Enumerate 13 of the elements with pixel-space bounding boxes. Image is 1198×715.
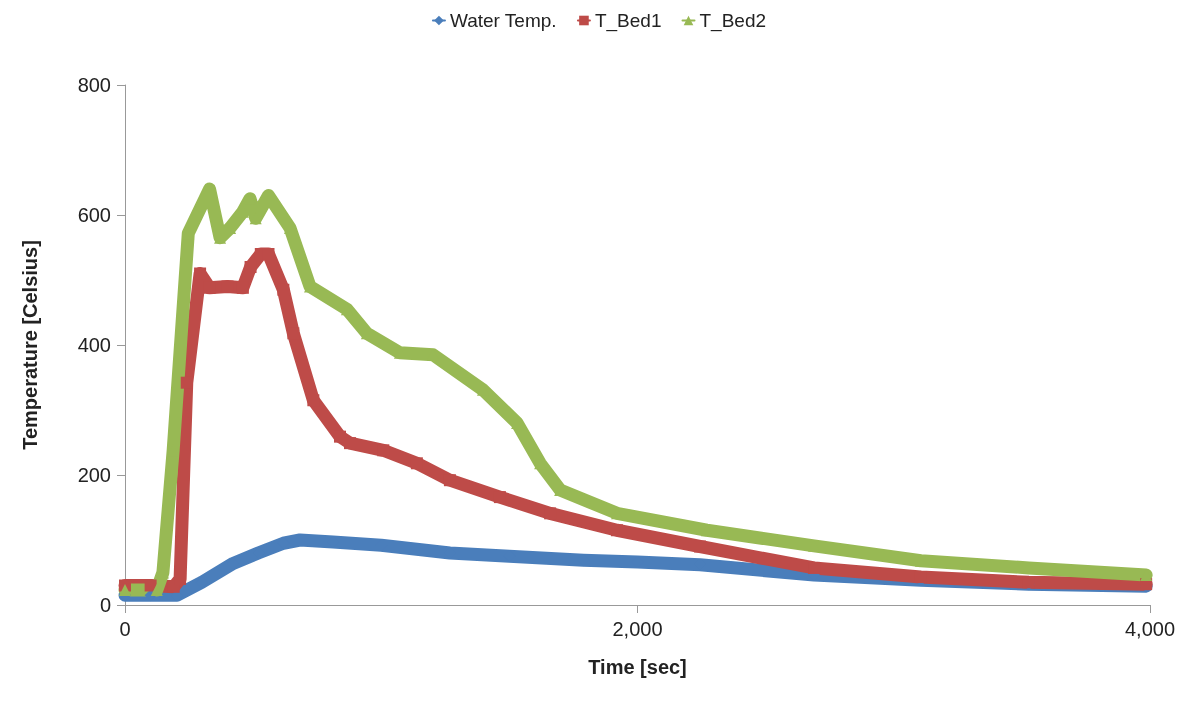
y-tick-label: 600 [77, 204, 111, 226]
y-tick-label: 800 [77, 74, 111, 96]
x-tick-label: 2,000 [612, 618, 663, 640]
y-axis-title: Temperature [Celsius] [19, 240, 41, 450]
y-tick-label: 400 [77, 334, 111, 356]
y-tick-label: 0 [99, 594, 111, 616]
x-tick-label: 0 [119, 618, 131, 640]
legend-label: Water Temp. [449, 10, 557, 31]
legend-label: T_Bed2 [699, 10, 767, 32]
legend-label: T_Bed1 [594, 10, 662, 32]
x-axis-title: Time [sec] [588, 656, 687, 678]
y-tick-label: 200 [77, 464, 111, 486]
x-tick-label: 4,000 [1124, 618, 1176, 640]
